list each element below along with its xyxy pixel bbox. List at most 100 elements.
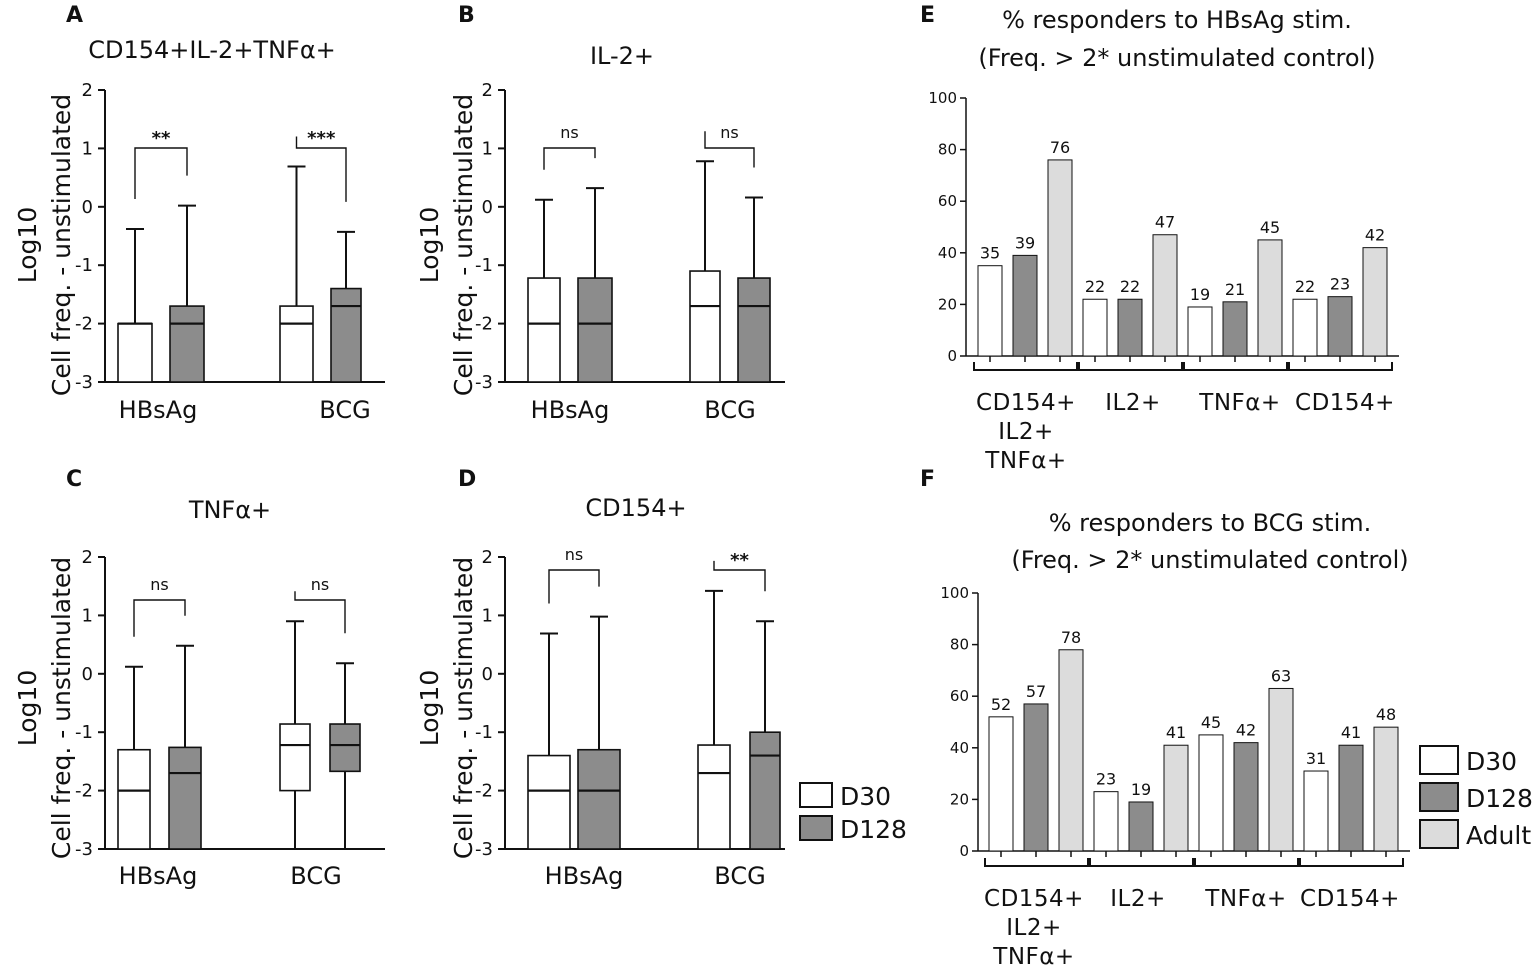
bar-value-label: 42	[1365, 226, 1385, 245]
bar-adult	[1152, 234, 1178, 357]
box-d30	[279, 305, 314, 383]
significance-label: ns	[311, 575, 329, 594]
box-d30	[527, 277, 561, 383]
bar-d128	[1023, 703, 1049, 852]
y-tick-label: 2	[482, 80, 493, 101]
box-d128	[330, 287, 362, 383]
bar-adult	[1058, 649, 1084, 852]
legend-label: D128	[840, 815, 907, 844]
legend-swatch-d30	[799, 782, 833, 808]
y-tick-label: -2	[75, 781, 93, 802]
bar-d30	[977, 265, 1003, 357]
y-tick-label: 2	[82, 80, 93, 101]
significance-bracket	[543, 147, 596, 170]
y-tick-label: 1	[82, 138, 93, 159]
category-label: HBsAg	[119, 396, 198, 424]
legend-label: D128	[1466, 784, 1533, 813]
significance-bracket	[713, 560, 766, 592]
y-axis-label: Log10 Cell freq. - unstimulated	[13, 557, 76, 859]
y-tick-label: 100	[940, 584, 969, 602]
y-tick-label: 60	[950, 687, 969, 705]
panel-title: CD154+	[585, 494, 686, 522]
box-d30	[689, 270, 721, 383]
legend-swatch-d128	[799, 815, 833, 841]
y-axis-label: Log10 Cell freq. - unstimulated	[415, 557, 478, 859]
y-label-line-2: Cell freq. - unstimulated	[47, 94, 76, 396]
y-tick-label: 0	[482, 664, 493, 685]
y-tick-label: -2	[475, 314, 493, 335]
y-tick-label: 0	[482, 197, 493, 218]
box-d128	[737, 277, 771, 383]
significance-label: ***	[307, 128, 336, 149]
bar-value-label: 57	[1026, 682, 1046, 701]
bar-value-label: 52	[991, 695, 1011, 714]
bar-adult	[1047, 159, 1073, 357]
y-label-line-2: Cell freq. - unstimulated	[449, 94, 478, 396]
group-bracket	[1089, 858, 1194, 867]
bar-adult	[1373, 726, 1399, 852]
box-d128	[169, 305, 205, 383]
category-label: IL2+	[1110, 886, 1166, 912]
significance-bracket	[294, 591, 346, 634]
bar-panel-f: F % responders to BCG stim. (Freq. > 2* un…	[920, 467, 1410, 966]
y-tick-label: 0	[947, 347, 957, 365]
bar-d30	[1303, 770, 1329, 852]
y-axis-label: Log10 Cell freq. - unstimulated	[415, 94, 478, 396]
category-label: IL2+	[1105, 390, 1161, 416]
bar-value-label: 21	[1225, 280, 1245, 299]
category-label: TNFα+	[1204, 886, 1286, 912]
category-label: CD154+	[1295, 390, 1395, 416]
box-d30	[279, 723, 311, 792]
panel-title-line: (Freq. > 2* unstimulated control)	[978, 44, 1375, 72]
box-d128	[749, 731, 781, 850]
bar-d128	[1128, 801, 1154, 852]
y-tick-label: -1	[75, 255, 93, 276]
y-tick-label: -2	[75, 314, 93, 335]
y-tick-label: -2	[475, 781, 493, 802]
category-label: BCG	[704, 396, 755, 424]
group-bracket	[1194, 858, 1299, 867]
y-label-line-1: Log10	[415, 670, 444, 746]
y-tick-label: 20	[938, 295, 957, 313]
legend-bar: D30 D128 Adult	[1419, 745, 1533, 850]
panel-letter: B	[458, 3, 475, 28]
bar-value-label: 45	[1201, 713, 1221, 732]
bar-d30	[1082, 298, 1108, 357]
bar-value-label: 45	[1260, 218, 1280, 237]
bar-d30	[988, 716, 1014, 852]
legend-boxplot: D30 D128	[799, 782, 907, 844]
box-d30	[697, 744, 731, 850]
y-tick-label: -3	[75, 839, 93, 860]
significance-label: **	[152, 128, 171, 149]
bar-d128	[1338, 744, 1364, 852]
group-bracket	[1078, 362, 1183, 371]
group-bracket	[1299, 858, 1404, 867]
y-tick-label: 40	[950, 739, 969, 757]
legend-swatch-d128	[1419, 782, 1459, 812]
bar-d30	[1198, 734, 1224, 852]
panel-letter: C	[66, 467, 82, 492]
category-label: HBsAg	[531, 396, 610, 424]
y-tick-label: -1	[475, 722, 493, 743]
panel-title: TNFα+	[188, 496, 271, 524]
box-d128	[577, 748, 621, 850]
significance-label: **	[730, 550, 749, 571]
bar-d128	[1222, 301, 1248, 357]
significance-bracket	[295, 136, 347, 202]
panel-title-line: (Freq. > 2* unstimulated control)	[1011, 546, 1408, 574]
legend-label: D30	[840, 782, 891, 811]
y-label-line-1: Log10	[13, 207, 42, 283]
y-tick-label: 0	[959, 842, 969, 860]
significance-bracket	[134, 147, 188, 199]
legend-label: Adult	[1466, 821, 1531, 850]
y-label-line-1: Log10	[13, 670, 42, 746]
legend-swatch-d30	[1419, 745, 1459, 775]
category-label: BCG	[714, 862, 765, 890]
bar-value-label: 63	[1271, 666, 1291, 685]
bar-value-label: 23	[1330, 275, 1350, 294]
y-tick-label: 100	[928, 89, 957, 107]
panel-title-line: % responders to BCG stim.	[1049, 509, 1372, 537]
bar-value-label: 47	[1155, 213, 1175, 232]
